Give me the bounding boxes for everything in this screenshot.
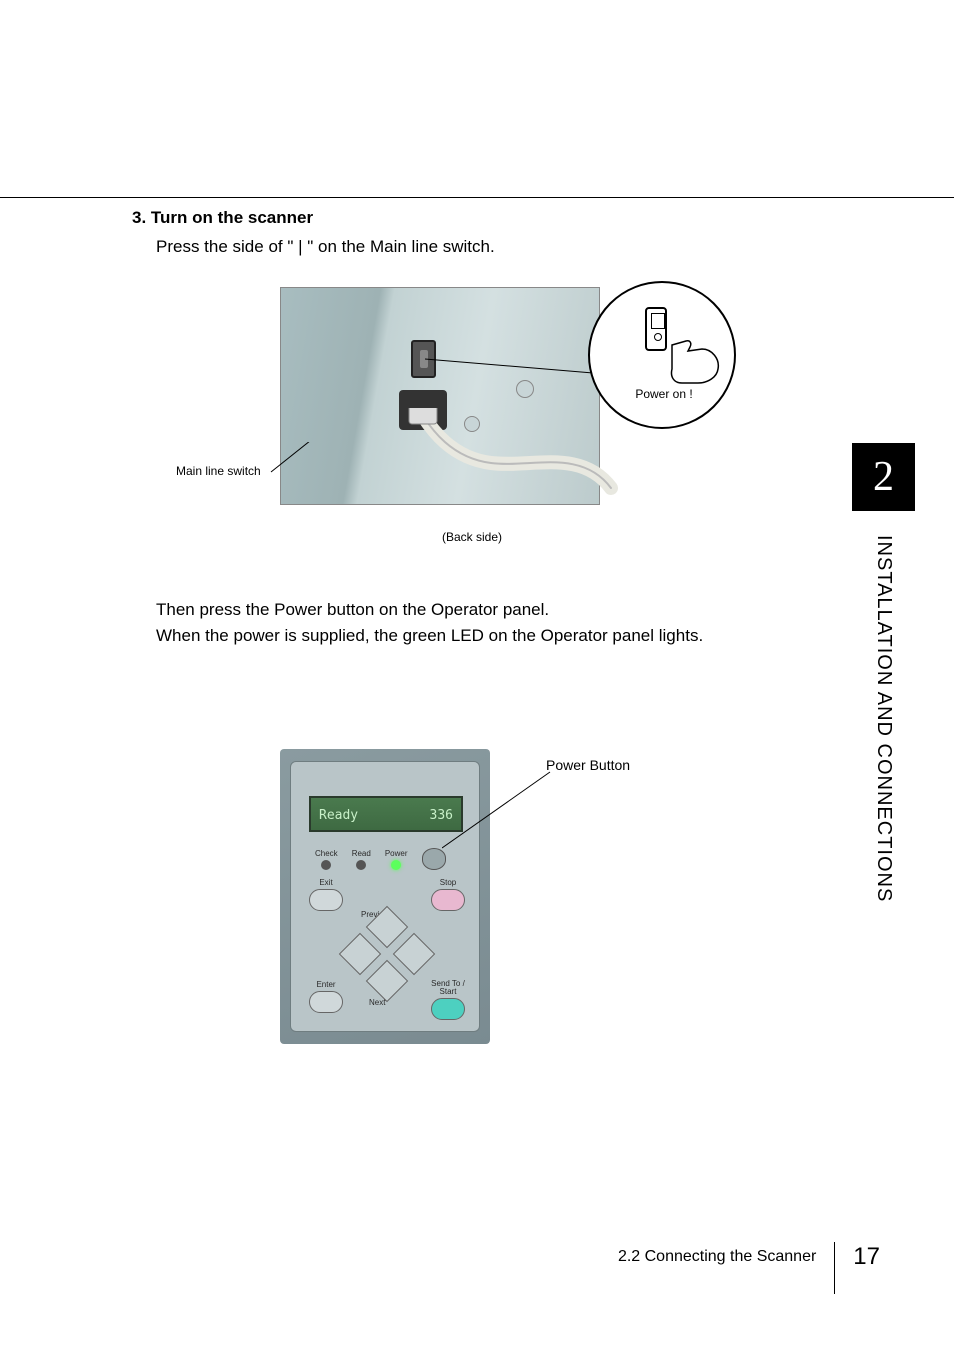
exit-label: Exit — [319, 878, 332, 887]
step-title: Turn on the scanner — [151, 208, 313, 227]
power-on-callout: Power on ! — [588, 281, 736, 429]
stop-button — [431, 889, 465, 911]
exit-button — [309, 889, 343, 911]
led-check-dot — [321, 860, 331, 870]
main-line-switch-graphic — [411, 340, 436, 378]
paragraph-operator-panel: Then press the Power button on the Opera… — [156, 597, 856, 650]
enter-button-group: Enter — [309, 980, 343, 1020]
operator-panel-bezel: Ready 336 Check Read Power — [280, 749, 490, 1044]
start-button-group: Send To / Start — [431, 980, 465, 1020]
page: 3. Turn on the scanner Press the side of… — [0, 0, 954, 1351]
footer-page-number: 17 — [853, 1243, 880, 1271]
bottom-button-row: Enter Send To / Start — [309, 980, 465, 1020]
step-heading: 3. Turn on the scanner — [132, 208, 852, 228]
led-read-label: Read — [352, 849, 371, 858]
dpad-right — [393, 933, 435, 975]
led-check-label: Check — [315, 849, 338, 858]
enter-button — [309, 991, 343, 1013]
chapter-tab: 2 — [852, 443, 915, 511]
scanner-back-photo — [280, 287, 600, 505]
led-check: Check — [315, 849, 338, 870]
power-cable-graphic — [401, 408, 621, 508]
switch-icon — [645, 307, 667, 351]
power-on-label: Power on ! — [590, 387, 738, 401]
power-button-icon — [422, 848, 446, 870]
led-read-dot — [356, 860, 366, 870]
led-read: Read — [352, 849, 371, 870]
power-button — [422, 846, 446, 870]
figure-operator-panel: Ready 336 Check Read Power — [280, 749, 490, 1044]
para2-line2: When the power is supplied, the green LE… — [156, 623, 856, 649]
chapter-number: 2 — [873, 453, 894, 501]
para2-line1: Then press the Power button on the Opera… — [156, 597, 856, 623]
footer-divider — [834, 1242, 835, 1294]
exit-button-group: Exit — [309, 878, 343, 911]
led-row: Check Read Power — [315, 844, 465, 870]
led-power-dot — [391, 860, 401, 870]
led-power: Power — [385, 849, 408, 870]
enter-label: Enter — [316, 980, 335, 989]
port-circle-1 — [516, 380, 534, 398]
footer: 2.2 Connecting the Scanner 17 — [618, 1231, 880, 1283]
label-power-button: Power Button — [546, 757, 630, 773]
header-rule — [0, 197, 954, 198]
chapter-title: INSTALLATION AND CONNECTIONS — [871, 535, 895, 965]
step-number: 3. — [132, 208, 146, 227]
lcd-count: 336 — [430, 798, 453, 830]
start-button — [431, 998, 465, 1020]
figure-back-side: Power on ! — [170, 287, 770, 547]
dpad-left — [339, 933, 381, 975]
dpad-up — [366, 906, 408, 948]
label-main-line-switch: Main line switch — [176, 464, 261, 478]
lcd-status: Ready — [319, 798, 358, 830]
stop-button-group: Stop — [431, 878, 465, 911]
footer-section: 2.2 Connecting the Scanner — [618, 1248, 816, 1266]
label-back-side: (Back side) — [442, 530, 502, 544]
sendto-label: Send To / Start — [431, 980, 465, 996]
led-power-label: Power — [385, 849, 408, 858]
operator-panel-face: Ready 336 Check Read Power — [290, 761, 480, 1032]
content-block: 3. Turn on the scanner Press the side of… — [132, 208, 852, 260]
hand-icon — [668, 337, 728, 387]
step-instruction: Press the side of " | " on the Main line… — [156, 234, 852, 260]
stop-label: Stop — [440, 878, 456, 887]
lcd-display: Ready 336 — [309, 796, 463, 832]
